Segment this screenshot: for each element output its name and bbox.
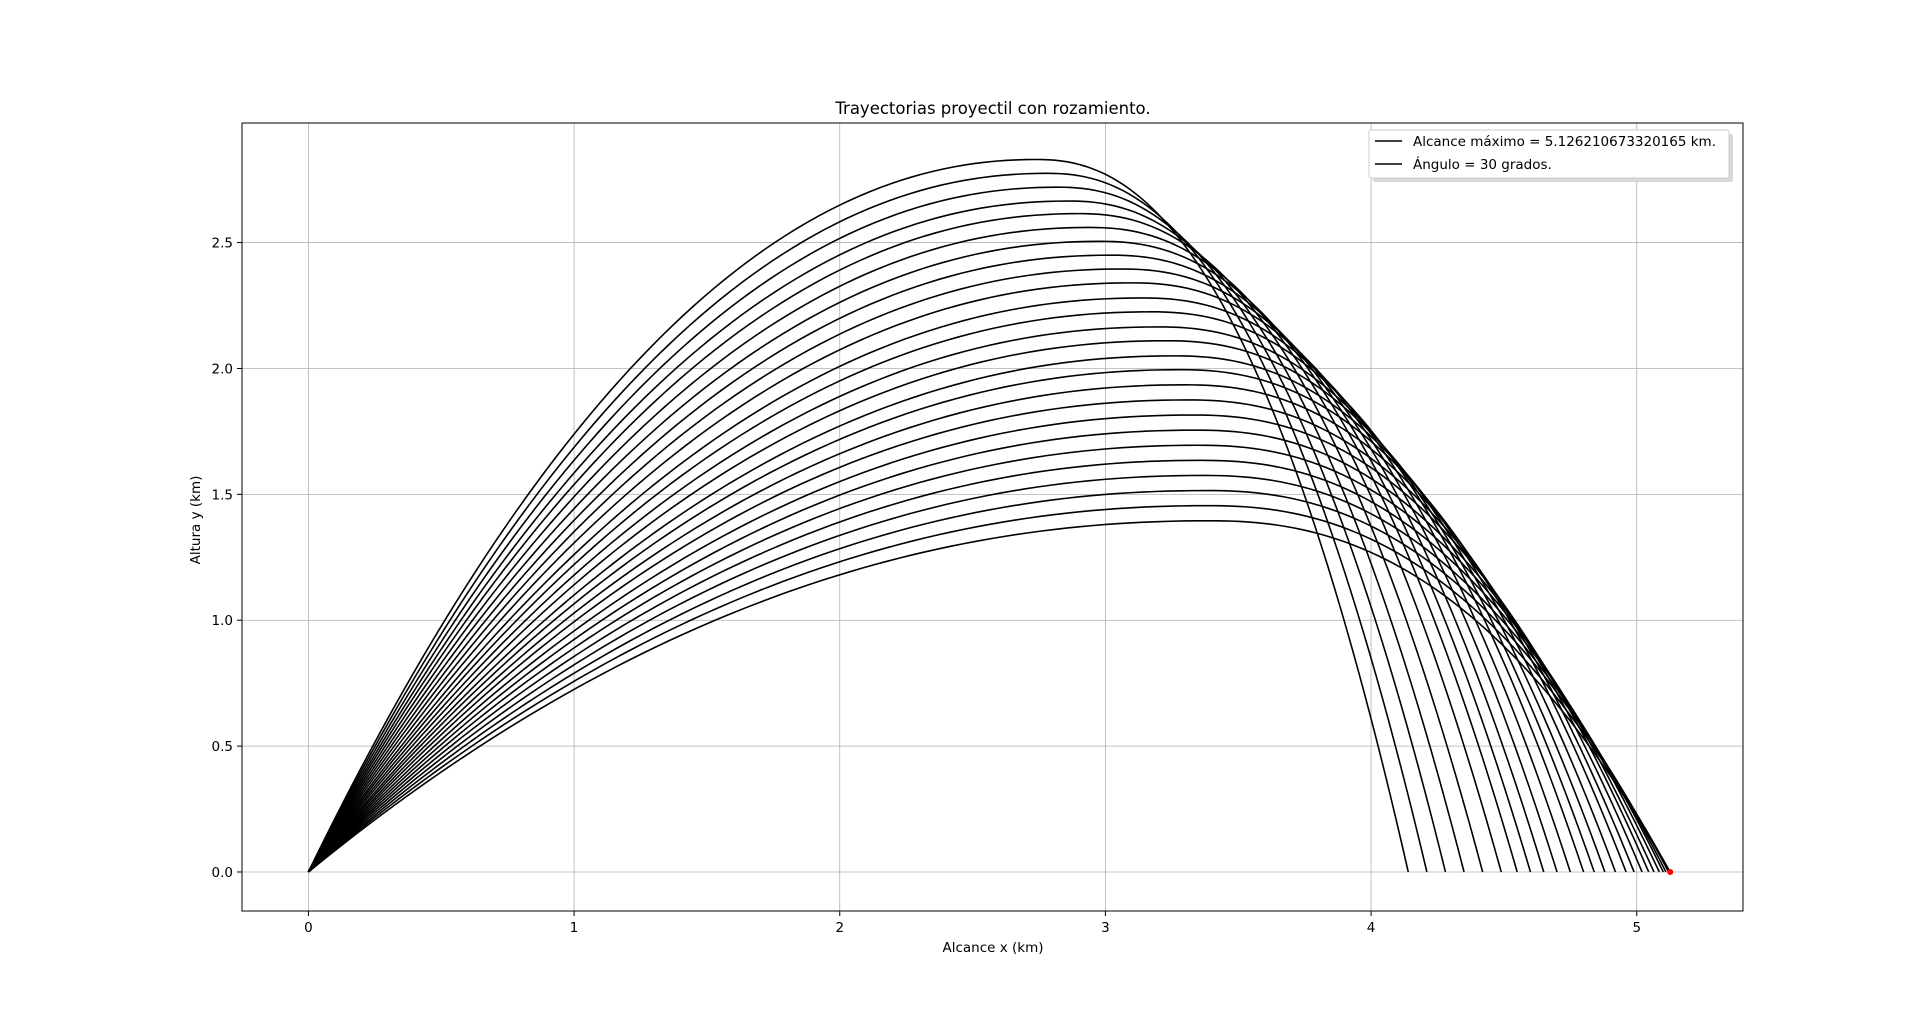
- y-tick-label: 0.0: [212, 865, 233, 881]
- trajectory-line-3: [307, 186, 1447, 873]
- trajectory-line-5: [307, 212, 1484, 873]
- y-tick-label: 1.5: [212, 487, 233, 503]
- trajectory-line-18: [307, 399, 1643, 873]
- x-tick-label: 0: [304, 920, 313, 936]
- chart-title: Trayectorias proyectil con rozamiento.: [834, 99, 1150, 118]
- x-axis-label: Alcance x (km): [942, 940, 1043, 956]
- trajectory-line-22: [307, 459, 1665, 873]
- y-tick-label: 2.0: [212, 361, 233, 377]
- trajectory-line-23: [307, 474, 1667, 873]
- max-range-marker-layer: [1667, 868, 1674, 875]
- y-axis-label: Altura y (km): [188, 476, 204, 565]
- trajectory-line-4: [307, 200, 1465, 873]
- axes-frame: [241, 122, 1744, 912]
- legend-box: [1368, 129, 1730, 179]
- legend: Alcance máximo = 5.126210673320165 km. Á…: [1368, 129, 1733, 182]
- trajectory-line-17: [307, 384, 1635, 873]
- trajectory-line-1: [307, 158, 1410, 873]
- trajectory-line-2: [307, 172, 1428, 873]
- x-tick-label: 5: [1632, 920, 1641, 936]
- trajectory-line-20: [307, 429, 1655, 873]
- x-tick-label: 2: [835, 920, 844, 936]
- trajectory-line-21: [307, 444, 1661, 873]
- trajectory-line-10: [307, 282, 1558, 873]
- x-tick-label: 4: [1367, 920, 1376, 936]
- trajectory-line-13: [307, 326, 1595, 873]
- trajectory-line-19: [307, 414, 1650, 873]
- legend-label-angle: Ángulo = 30 grados.: [1413, 156, 1552, 173]
- trajectory-line-26: [307, 519, 1671, 873]
- y-tick-label: 2.5: [212, 236, 233, 252]
- trajectory-line-7: [307, 240, 1518, 873]
- y-tick-label: 0.5: [212, 739, 233, 755]
- trajectory-line-8: [307, 254, 1532, 873]
- trajectory-line-11: [307, 297, 1572, 873]
- max-range-marker: [1667, 868, 1674, 875]
- trajectory-line-14: [307, 339, 1606, 873]
- trajectory-curves: [307, 158, 1671, 873]
- x-tick-label: 3: [1101, 920, 1110, 936]
- trajectory-line-24: [307, 489, 1670, 873]
- trajectory-line-12: [307, 311, 1585, 873]
- trajectory-line-25: [307, 504, 1671, 873]
- trajectory-line-16: [307, 368, 1627, 873]
- trajectory-line-9: [307, 268, 1545, 873]
- x-axis-ticks: 0 1 2 3 4 5: [304, 911, 1641, 936]
- legend-label-max-range: Alcance máximo = 5.126210673320165 km.: [1413, 134, 1716, 150]
- y-tick-label: 1.0: [212, 613, 233, 629]
- y-axis-ticks: 0.0 0.5 1.0 1.5 2.0 2.5: [212, 236, 242, 881]
- x-tick-label: 1: [570, 920, 579, 936]
- trajectory-line-6: [307, 226, 1503, 873]
